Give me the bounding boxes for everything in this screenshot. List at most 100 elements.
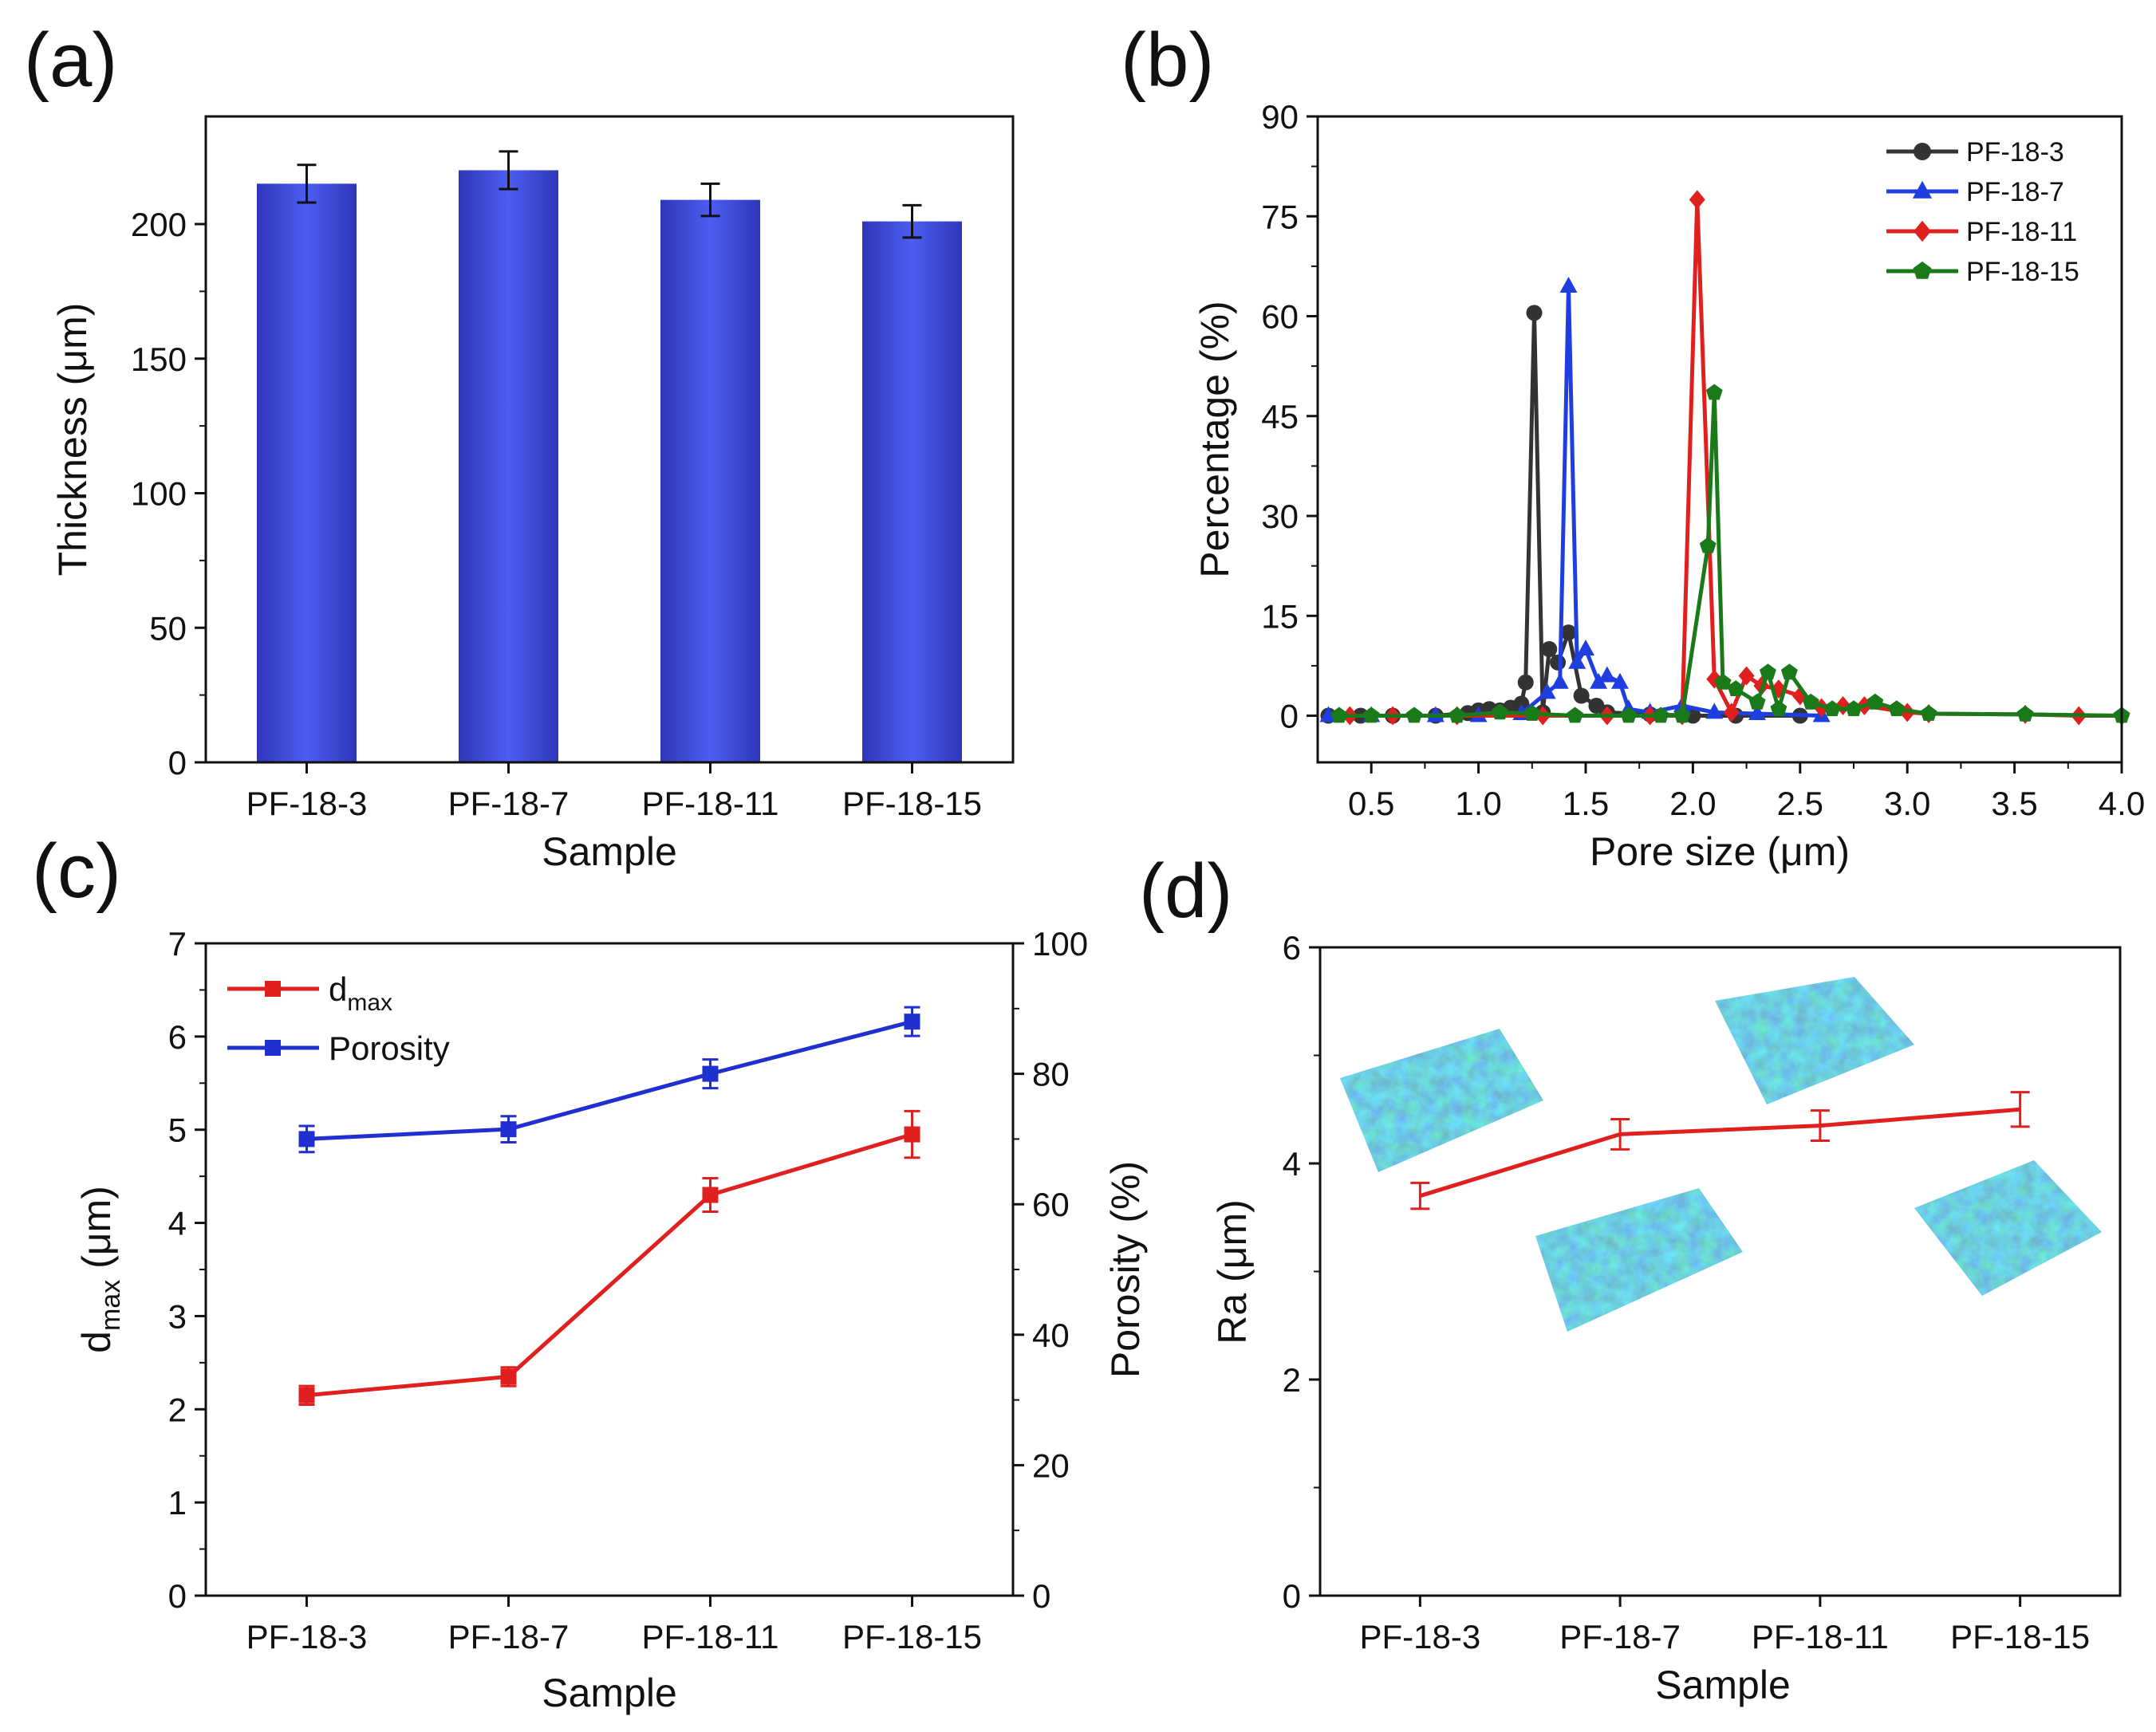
panel-c-ytick-label-4: 4 [168,1205,187,1242]
panel-c-point-dmax-2 [702,1187,719,1203]
panel-b-point-PF-18-15-17 [1780,663,1798,680]
panel-b-legend-label-PF-18-11: PF-18-11 [1966,217,2077,247]
panel-a-bar-PF-18-3 [257,183,357,762]
panel-b-xtick-label-5: 3.0 [1884,785,1930,822]
panel-a-bar-chart: 0 50 100 150 200 PF-18-3 PF-18-7 PF-18-11 PF-18… [50,115,1015,874]
panel-b-point-PF-18-15-8 [1652,707,1669,723]
panel-c-right-ytick-label-5: 100 [1032,925,1088,962]
panel-b-point-PF-18-15-18 [1802,693,1819,710]
panel-b-point-PF-18-7-7 [1559,276,1578,293]
panel-b-point-PF-18-7-10 [1590,672,1608,689]
panel-c-ylabel-right: Porosity (%) [1103,1161,1148,1378]
panel-b-line-PF-18-7 [1328,284,1822,718]
panel-c-point-dmax-0 [298,1387,315,1403]
panel-c-ytick-label-1: 1 [168,1484,187,1521]
panel-letter-a: (a) [24,18,117,103]
panel-a-errorbar-PF-18-11 [700,182,720,218]
panel-c-xtick-label-PF-18-3: PF-18-3 [246,1618,368,1655]
panel-b-legend-marker-PF-18-7 [1912,180,1933,199]
panel-d-errorbar-Ra-3 [2010,1091,2030,1128]
panel-d-xlabel: Sample [1655,1663,1791,1707]
panel-c-point-dmax-3 [904,1126,920,1143]
panel-b-point-PF-18-7-6 [1551,672,1569,689]
panel-b-point-PF-18-15-7 [1620,707,1638,723]
panel-c-right-ytick-label-2: 40 [1032,1317,1070,1354]
panel-b-xtick-label-7: 4.0 [2099,785,2145,822]
panel-a-ytick-label-0: 0 [168,744,187,781]
panel-b-ytick-label-6: 90 [1261,98,1299,136]
panel-b-xtick-label-4: 2.5 [1777,785,1823,822]
panel-letter-b: (b) [1121,18,1214,103]
panel-b-point-PF-18-15-12 [1714,673,1732,690]
panel-a-errorbar-PF-18-3 [297,163,317,204]
panel-a-ytick-label-3: 150 [131,340,187,378]
panel-b-point-PF-18-15-13 [1727,680,1744,696]
panel-c-legend: dmax Porosity [227,970,450,1067]
panel-a-ytick-label-2: 100 [131,475,187,513]
panel-b-xtick-label-6: 3.5 [1991,785,2037,822]
panel-c-ytick-label-0: 0 [168,1577,187,1615]
panel-letter-d: (d) [1139,848,1232,934]
panel-d-plot-frame [1318,946,2122,1597]
panel-c-line-Porosity [306,1019,913,1141]
panel-d-xtick-label-PF-18-11: PF-18-11 [1752,1618,1889,1655]
panel-b-point-PF-18-15-3 [1449,707,1466,723]
panel-c-point-Porosity-0 [298,1131,315,1147]
panel-c-right-ytick-label-4: 80 [1032,1056,1070,1093]
panel-b-ytick-label-4: 60 [1261,298,1299,336]
panel-b-ytick-label-1: 15 [1261,597,1299,635]
panel-b-point-PF-18-15-6 [1567,707,1583,723]
panel-b-point-PF-18-7-8 [1568,652,1586,669]
panel-a-xtick-label-PF-18-11: PF-18-11 [642,785,779,822]
panel-d-xtick-label-PF-18-15: PF-18-15 [1950,1618,2090,1655]
panel-b-point-PF-18-7-5 [1538,683,1556,699]
panel-b-point-PF-18-15-11 [1705,384,1723,400]
panel-d-ytick-label-1: 2 [1283,1361,1301,1399]
panel-b-point-PF-18-7-17 [1748,704,1767,721]
panel-c-right-ytick-label-1: 20 [1032,1447,1070,1484]
panel-c-ylabel: dmax (μm) [74,1186,126,1353]
panel-a-ytick-label-4: 200 [131,206,187,243]
panel-c-plot-frame [204,942,1015,1597]
panel-b-point-PF-18-11-10 [1738,666,1755,686]
panel-b-legend-label-PF-18-15: PF-18-15 [1966,257,2079,287]
panel-a-xtick-label-PF-18-7: PF-18-7 [448,785,570,822]
panel-c-xtick-label-PF-18-15: PF-18-15 [842,1618,982,1655]
panel-d-ytick-label-2: 4 [1283,1145,1301,1183]
panel-c-dual-axis-chart: 0 1 2 3 4 5 6 7 0 20 40 60 80 100 PF-18-3 PF-18-7 PF-1… [74,925,1148,1715]
panel-b-legend: PF-18-3 PF-18-7 PF-18-11 PF-18-15 [1886,137,2079,287]
panel-b-point-PF-18-3-14 [1550,654,1567,671]
panel-d-xtick-label-PF-18-3: PF-18-3 [1360,1618,1481,1655]
panel-b-point-PF-18-15-4 [1492,703,1508,720]
panel-b-point-PF-18-15-0 [1330,707,1348,723]
panel-c-legend-main-dmax: d [329,970,347,1008]
panel-b-point-PF-18-11-9 [1723,703,1740,722]
panel-b-point-PF-18-15-23 [1920,705,1937,721]
panel-c-legend-label-Porosity: Porosity [329,1029,450,1067]
panel-b-ytick-label-3: 45 [1261,398,1299,435]
panel-b-xtick-label-2: 1.5 [1563,785,1609,822]
panel-d-line-chart: 0 2 4 6 PF-18-3 PF-18-7 PF-18-11 PF-18-15 Samp… [1210,929,2122,1707]
panel-a-ylabel: Thickness (μm) [50,303,95,577]
panel-b-point-PF-18-3-16 [1573,687,1590,704]
panel-d-line-Ra [1419,1107,2020,1199]
panel-b-point-PF-18-7-16 [1705,703,1724,719]
panel-b-ytick-label-5: 75 [1261,198,1299,235]
panel-b-point-PF-18-7-9 [1577,640,1594,656]
panel-letter-c: (c) [32,829,121,914]
inset-surface-PF-18-7 [1535,1188,1743,1332]
panel-c-ytick-label-2: 2 [168,1391,187,1428]
panel-a-xtick-label-PF-18-3: PF-18-3 [246,785,368,822]
inset-surface-PF-18-3 [1340,1029,1543,1172]
panel-c-point-dmax-1 [500,1368,517,1385]
panel-b-legend-marker-PF-18-11 [1914,220,1931,242]
panel-c-line-dmax [306,1132,913,1398]
panel-b-line-chart: 0 15 30 45 60 75 90 0.5 1.0 1.5 2.0 2.5 3.0 3.5 4.0 P… [1192,98,2145,874]
panel-c-point-Porosity-2 [702,1065,719,1082]
panel-b-xtick-label-0: 0.5 [1348,785,1394,822]
panel-c-point-Porosity-3 [904,1014,920,1030]
panel-b-legend-marker-PF-18-3 [1914,143,1931,160]
panel-b-xtick-label-3: 2.0 [1669,785,1716,822]
panel-b-point-PF-18-3-11 [1526,305,1543,321]
panel-c-point-Porosity-1 [500,1121,517,1138]
